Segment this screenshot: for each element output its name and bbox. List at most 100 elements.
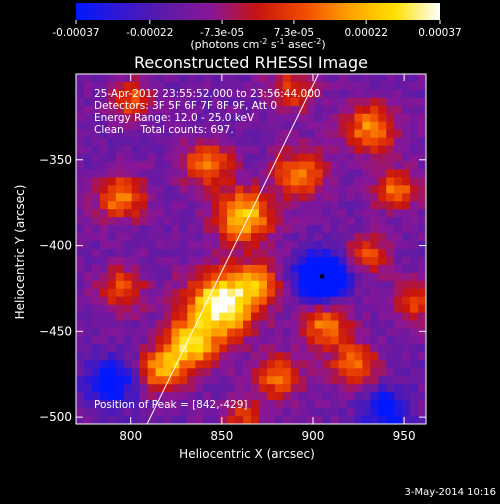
x-tick-label: 800 (119, 429, 142, 443)
heatmap-cell (219, 336, 228, 346)
heatmap-cell (83, 328, 93, 338)
heatmap-cell (211, 392, 220, 401)
heatmap-cell (139, 320, 149, 330)
heatmap-cell (99, 304, 109, 314)
heatmap-cell (298, 408, 308, 417)
heatmap-cell (195, 416, 204, 424)
heatmap-cell (163, 121, 173, 131)
heatmap-cell (91, 161, 101, 171)
heatmap-cell (115, 129, 125, 139)
heatmap-cell (306, 121, 316, 131)
heatmap-cell (370, 376, 379, 385)
heatmap-cell (298, 121, 308, 131)
heatmap-cell (179, 113, 188, 123)
heatmap-cell (195, 105, 204, 115)
heatmap-cell (171, 249, 181, 258)
heatmap-cell (147, 249, 157, 258)
heatmap-cell (179, 384, 188, 393)
heatmap-cell (187, 241, 196, 250)
heatmap-cell (306, 241, 316, 250)
heatmap-cell (418, 288, 426, 298)
heatmap-cell (243, 328, 252, 338)
heatmap-cell (410, 256, 419, 266)
heatmap-cell (243, 185, 252, 194)
heatmap-cell (410, 129, 419, 139)
heatmap-cell (99, 177, 109, 186)
heatmap-cell (107, 368, 117, 377)
heatmap-cell (418, 209, 426, 218)
heatmap-cell (235, 384, 244, 393)
heatmap-cell (330, 249, 340, 258)
heatmap-cell (402, 113, 411, 123)
heatmap-cell (123, 185, 133, 194)
heatmap-cell (346, 249, 356, 258)
heatmap-cell (370, 272, 379, 282)
heatmap-cell (306, 416, 316, 424)
heatmap-cell (115, 217, 125, 226)
heatmap-cell (306, 97, 316, 107)
heatmap-cell (258, 233, 268, 242)
heatmap-cell (227, 193, 236, 202)
heatmap-cell (354, 416, 363, 424)
heatmap-cell (163, 328, 173, 338)
heatmap-cell (163, 384, 173, 393)
heatmap-cell (394, 145, 403, 155)
heatmap-cell (187, 145, 196, 155)
heatmap-cell (155, 81, 165, 91)
heatmap-cell (370, 113, 379, 123)
heatmap-cell (338, 233, 348, 242)
heatmap-cell (418, 392, 426, 401)
heatmap-cell (274, 416, 284, 424)
heatmap-cell (290, 264, 300, 274)
heatmap-cell (251, 177, 260, 186)
heatmap-cell (243, 89, 252, 99)
heatmap-cell (266, 296, 276, 306)
heatmap-cell (163, 408, 173, 417)
heatmap-cell (362, 89, 371, 99)
heatmap-cell (76, 249, 85, 258)
heatmap-cell (107, 249, 117, 258)
heatmap-cell (123, 384, 133, 393)
heatmap-cell (378, 169, 387, 179)
y-tick-label: −450 (39, 324, 72, 338)
heatmap-cell (187, 153, 196, 163)
heatmap-cell (402, 89, 411, 99)
heatmap-cell (91, 400, 101, 409)
heatmap-cell (362, 280, 371, 290)
heatmap-cell (306, 360, 316, 369)
heatmap-cell (251, 336, 260, 346)
heatmap-cell (274, 121, 284, 131)
heatmap-cell (123, 89, 133, 99)
heatmap-cell (258, 256, 268, 266)
heatmap-cell (402, 304, 411, 314)
heatmap-cell (203, 97, 212, 107)
heatmap-cell (354, 177, 363, 186)
heatmap-cell (235, 352, 244, 361)
heatmap-cell (322, 416, 332, 424)
heatmap-cell (251, 89, 260, 99)
heatmap-cell (290, 352, 300, 361)
heatmap-cell (211, 169, 220, 179)
heatmap-cell (330, 137, 340, 147)
heatmap-cell (298, 416, 308, 424)
heatmap-cell (187, 193, 196, 202)
heatmap-cell (266, 320, 276, 330)
heatmap-cell (147, 145, 157, 155)
heatmap-cell (107, 264, 117, 274)
heatmap-cell (235, 81, 244, 91)
heatmap-cell (179, 145, 188, 155)
heatmap-cell (362, 312, 371, 322)
heatmap-cell (378, 360, 387, 369)
heatmap-cell (203, 264, 212, 274)
heatmap-cell (290, 89, 300, 99)
heatmap-cell (195, 113, 204, 123)
heatmap-cell (386, 320, 395, 330)
heatmap-cell (378, 296, 387, 306)
heatmap-cell (251, 209, 260, 218)
heatmap-cell (378, 185, 387, 194)
heatmap-cell (346, 368, 356, 377)
heatmap-cell (362, 161, 371, 171)
heatmap-cell (290, 312, 300, 322)
heatmap-cell (131, 344, 141, 354)
heatmap-cell (298, 400, 308, 409)
